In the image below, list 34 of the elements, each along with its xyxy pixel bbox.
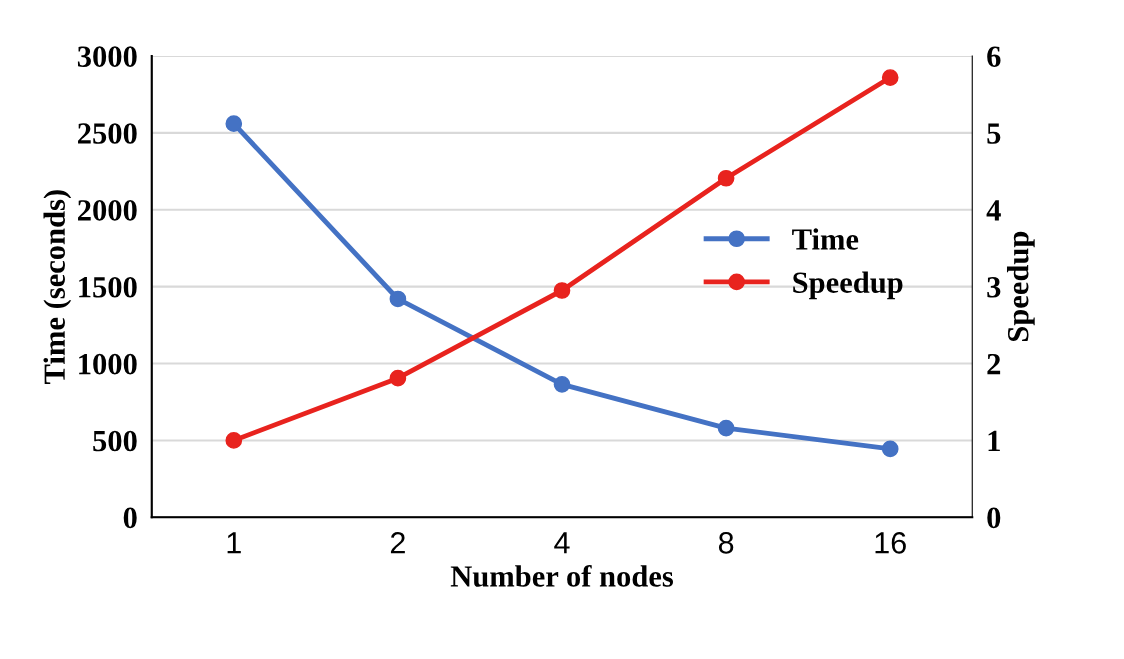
point [717, 419, 735, 437]
point [225, 432, 243, 449]
x-tick-label: 16 [875, 532, 906, 554]
x-tick-label: 1 [227, 532, 241, 554]
legend-label: Speedup [793, 271, 903, 300]
x-axis-title: Number of nodes [450, 564, 674, 587]
y2-tick-label: 2 [987, 353, 1001, 375]
y-tick-label: 0 [123, 507, 137, 529]
x-tick-label: 8 [718, 532, 734, 554]
point [389, 290, 407, 308]
y-tick-label: 3000 [77, 46, 137, 67]
y2-tick-label: 1 [988, 430, 1000, 452]
y-axis-title: Time (seconds) [43, 190, 72, 384]
y2-tick-label: 5 [987, 123, 1001, 144]
point [717, 169, 735, 187]
point [389, 369, 407, 387]
y-tick-label: 500 [93, 430, 137, 452]
y2-tick-label: 3 [987, 277, 1001, 298]
y2-axis-title: Speedup [1006, 231, 1035, 342]
point [881, 69, 899, 86]
y2-tick-label: 4 [986, 200, 1001, 221]
x-tick-label: 2 [390, 532, 405, 554]
y-tick-label: 2000 [78, 200, 137, 221]
point [553, 375, 571, 393]
y-tick-label: 1500 [79, 276, 137, 298]
point [553, 282, 571, 299]
y2-tick-label: 0 [987, 507, 1001, 529]
point [881, 440, 899, 458]
point [225, 115, 243, 133]
y2-tick-label: 6 [987, 46, 1001, 67]
x-tick-label: 4 [554, 532, 570, 554]
y-tick-label: 2500 [78, 123, 137, 144]
legend-label: Time [792, 228, 859, 250]
y-tick-label: 1000 [79, 353, 137, 375]
